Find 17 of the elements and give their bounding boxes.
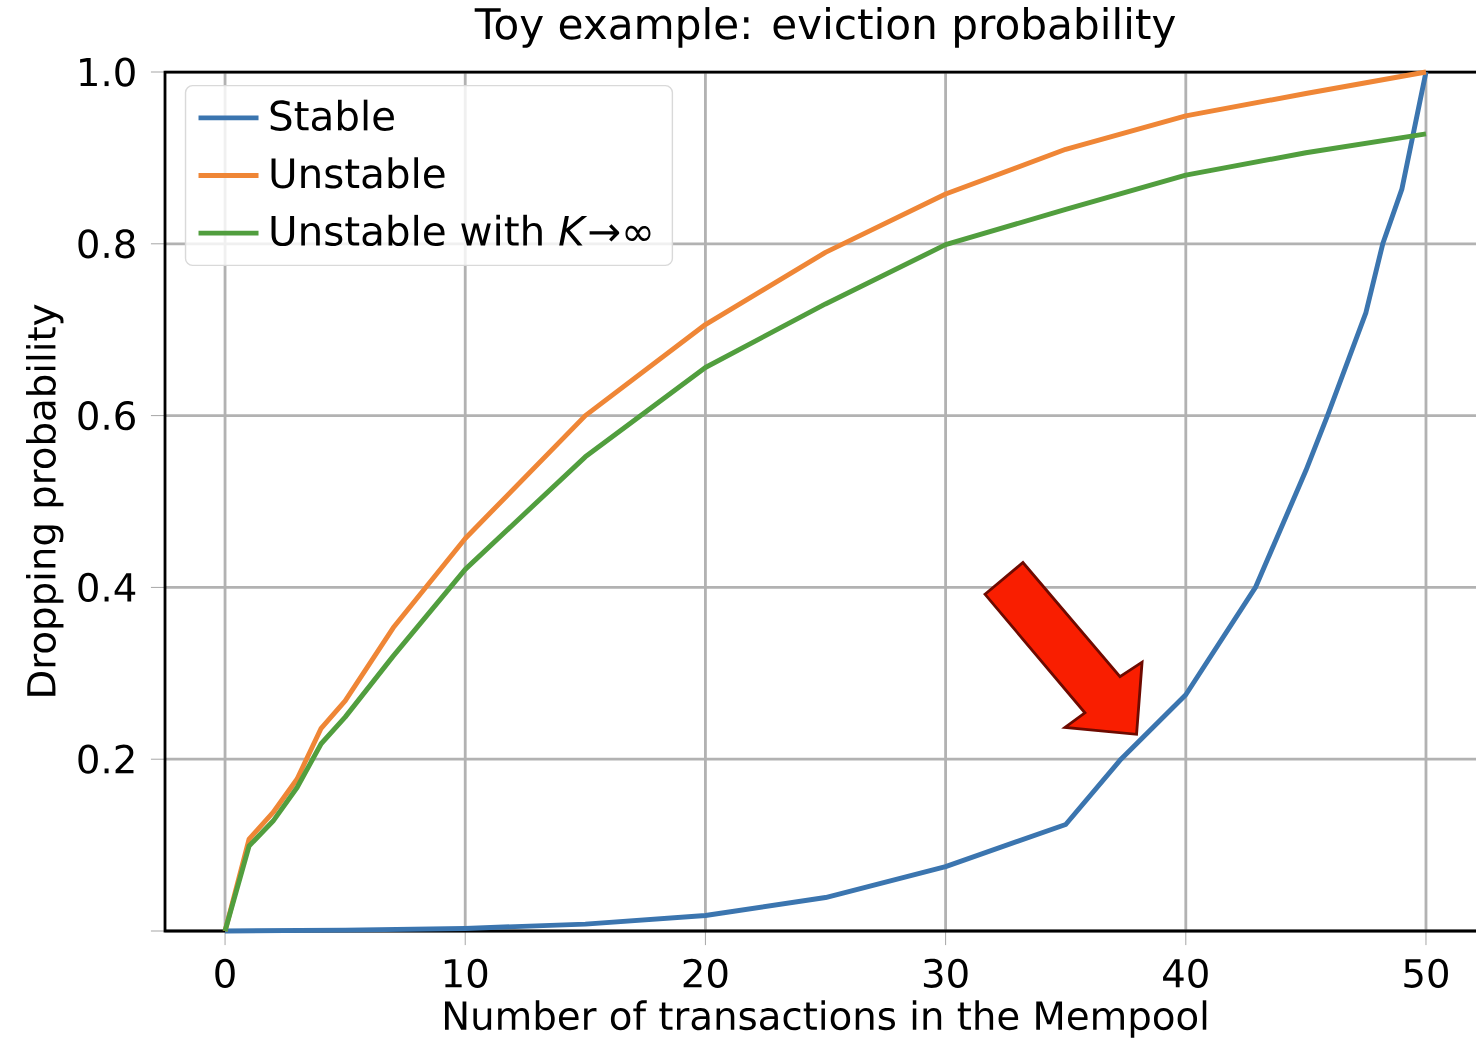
y-tick-label: 0.2	[78, 744, 134, 774]
x-tick-label: 30	[923, 958, 968, 988]
x-tick-label: 10	[444, 958, 488, 988]
legend-label: Stable	[270, 99, 394, 131]
x-tick-label: 0	[215, 958, 235, 988]
legend-label: Unstable	[271, 157, 445, 189]
y-tick-label: 1.0	[80, 57, 135, 87]
y-tick-label: 0.6	[78, 401, 135, 431]
x-tick-label: 50	[1404, 958, 1448, 988]
x-tick-label: 20	[683, 958, 728, 988]
chart-title: Toy example: eviction probability	[474, 7, 1176, 48]
y-tick-label: 0.8	[78, 229, 135, 259]
y-tick-label: 0.4	[78, 572, 136, 603]
x-tick-label: 40	[1163, 958, 1208, 988]
x-axis-title: Number of transactions in the Mempool	[445, 1000, 1207, 1038]
y-axis-title: Dropping probability	[26, 304, 64, 696]
legend-label: Unstable with K→∞	[271, 214, 651, 247]
